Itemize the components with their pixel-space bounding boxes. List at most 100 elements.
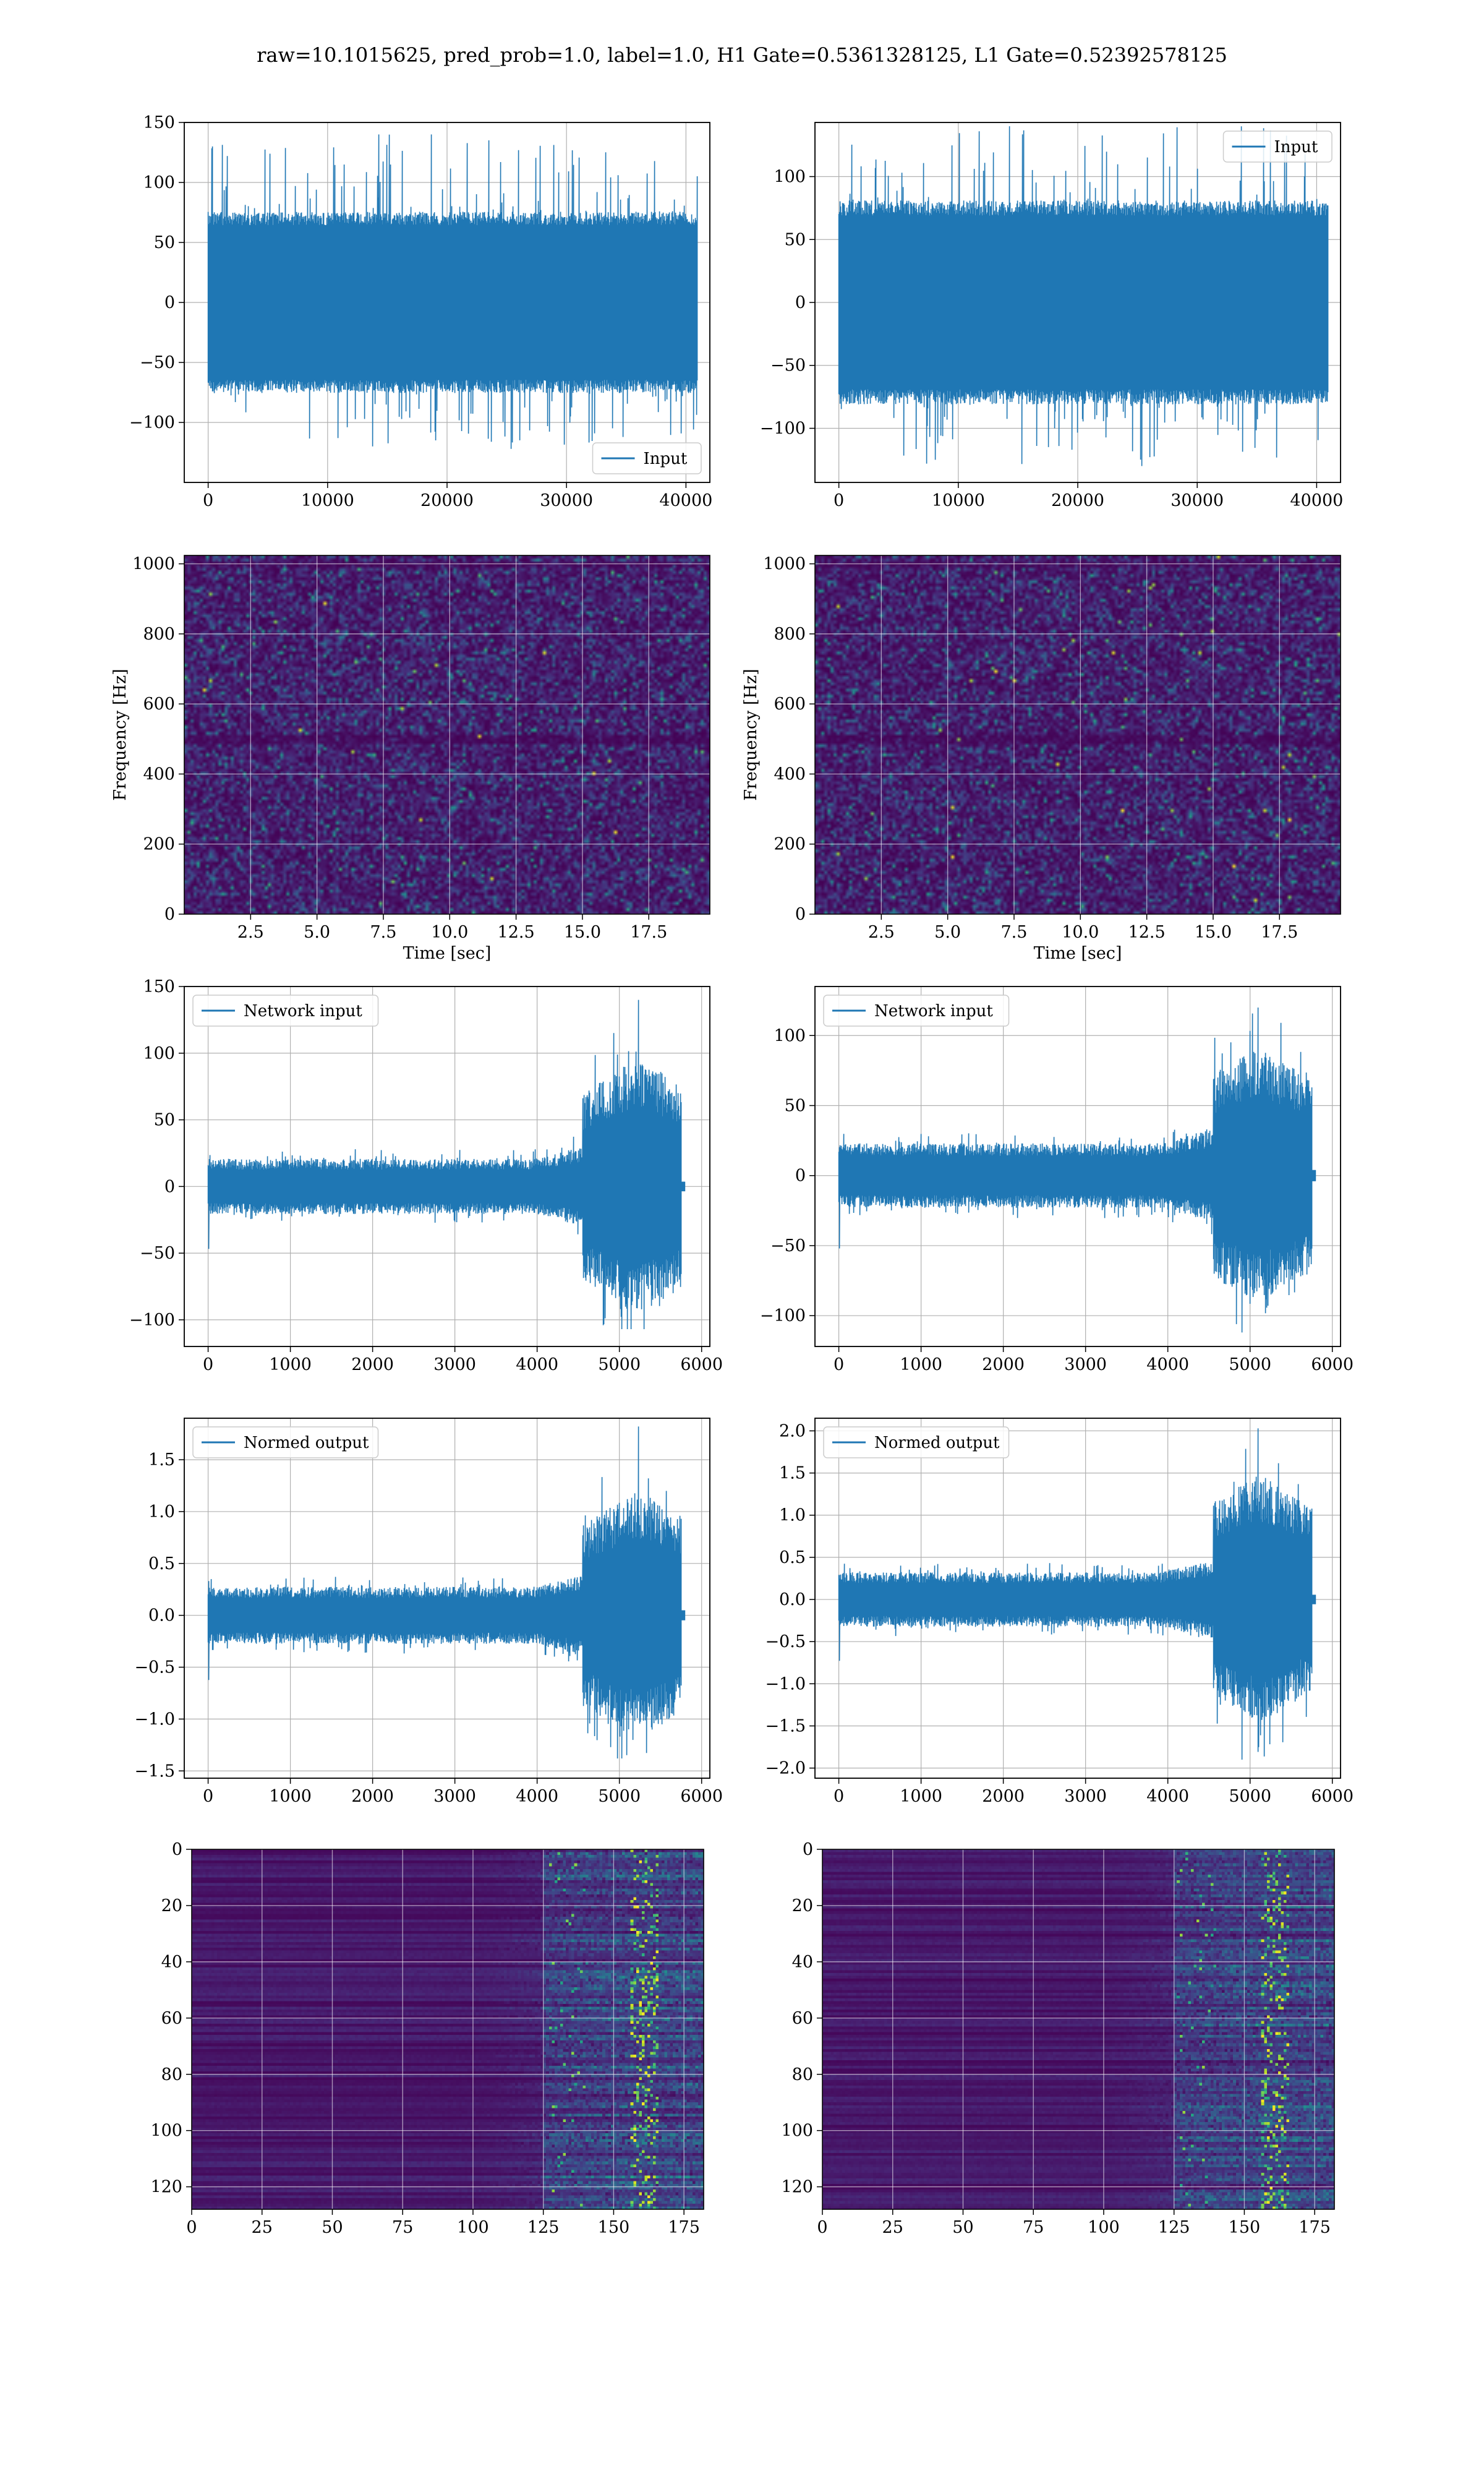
panel-5-ytick-label-3: 50 [154, 1111, 175, 1130]
panel-6-xtick-label-5: 5000 [1229, 1355, 1271, 1374]
panel-7-ticks: 0 1000 2000 3000 4000 5000 6000 −1.5 −1.0 −0.5 0.0… [134, 1450, 723, 1806]
panel-5-ytick-label-5: 150 [143, 977, 175, 996]
panel-6-ytick-label-0: −100 [760, 1306, 806, 1325]
panel-4-xtick-label-4: 12.5 [1128, 923, 1166, 942]
panel-1-ytick-label-0: −100 [129, 413, 175, 432]
panel-9-xtick-label-7: 175 [668, 2218, 700, 2237]
panel-6-ytick-label-1: −50 [770, 1236, 806, 1256]
panel-7-ytick-label-2: −0.5 [134, 1658, 175, 1677]
panel-9-activation-image [192, 1849, 704, 2209]
panel-6-ytick-label-4: 100 [774, 1026, 806, 1045]
panel-3-ytick-label-4: 800 [143, 625, 175, 644]
panel-8-xtick-label-0: 0 [834, 1787, 844, 1806]
panel-9-frame [191, 1849, 704, 2210]
panel-8: 0 1000 2000 3000 4000 5000 6000 −2.0 −1.5 −1.0 −0.… [765, 1418, 1354, 1806]
panel-8-ytick-label-1: −1.5 [765, 1716, 806, 1736]
panel-7-data [207, 1426, 686, 1759]
panel-4-spectrogram-image [815, 555, 1341, 914]
panel-3-ytick-label-5: 1000 [132, 555, 175, 574]
panel-5-legend: Network input [192, 995, 379, 1027]
panel-7-ytick-label-5: 1.0 [148, 1502, 175, 1522]
panel-8-xtick-label-6: 6000 [1311, 1787, 1354, 1806]
panel-6: 0 1000 2000 3000 4000 5000 6000 −100 −50 0 50 100 Ne… [760, 986, 1354, 1374]
panel-4-image-layer [815, 555, 1341, 914]
panel-8-frame-top [814, 1418, 1341, 1779]
panel-8-series-line [838, 1428, 1316, 1760]
panel-3-xlabel: Time [sec] [403, 944, 492, 963]
panel-2-xtick-label-3: 30000 [1171, 491, 1224, 510]
panel-4-ytick-label-4: 800 [774, 625, 806, 644]
panel-4-xtick-label-1: 5.0 [934, 923, 961, 942]
panel-4-xtick-label-6: 17.5 [1261, 923, 1298, 942]
panel-5-data [207, 999, 686, 1330]
panel-10-ytick-label-5: 100 [781, 2121, 813, 2141]
panel-6-ytick-label-3: 50 [785, 1096, 806, 1115]
panel-10-ytick-label-6: 120 [781, 2178, 813, 2197]
panel-7-xtick-label-2: 2000 [351, 1787, 394, 1806]
panel-6-legend-label: Network input [874, 1002, 993, 1021]
panel-5-frame-top [184, 986, 710, 1347]
panel-8-ytick-label-5: 0.5 [779, 1548, 806, 1567]
panel-6-xtick-label-3: 3000 [1064, 1355, 1107, 1374]
panel-10-xtick-label-0: 0 [817, 2218, 827, 2237]
panel-8-legend-label: Normed output [874, 1434, 1000, 1452]
panel-5-series-line [207, 999, 686, 1330]
panel-10-xtick-label-3: 75 [1023, 2218, 1044, 2237]
panel-8-data [838, 1428, 1316, 1760]
panel-2-legend: Input [1222, 131, 1333, 163]
panel-1-ytick-label-3: 50 [154, 233, 175, 252]
panel-8-ytick-label-2: −1.0 [765, 1674, 806, 1693]
panel-8-xtick-label-2: 2000 [982, 1787, 1025, 1806]
figure-title: raw=10.1015625, pred_prob=1.0, label=1.0… [257, 43, 1227, 67]
panel-3-ytick-label-0: 0 [164, 905, 175, 924]
panel-6-data [838, 1007, 1316, 1333]
panel-2-xtick-label-4: 40000 [1290, 491, 1343, 510]
panel-9-ytick-label-3: 60 [161, 2009, 182, 2028]
panel-1-data [207, 134, 698, 449]
panel-8-ytick-label-6: 1.0 [779, 1506, 806, 1525]
panel-7-series-line [207, 1426, 686, 1759]
panel-8-ytick-label-4: 0.0 [779, 1590, 806, 1609]
panel-7-ytick-label-4: 0.5 [148, 1554, 175, 1573]
panel-1-ytick-label-5: 150 [143, 113, 175, 132]
panel-5-xtick-label-1: 1000 [269, 1355, 312, 1374]
panel-3-xtick-label-0: 2.5 [237, 923, 264, 942]
panel-5-xtick-label-2: 2000 [351, 1355, 394, 1374]
panel-6-ytick-label-2: 0 [795, 1166, 806, 1186]
panel-3-xtick-label-1: 5.0 [304, 923, 330, 942]
panel-9: 0 25 50 75 100 125 150 175 0 20 40 60 80 100 120 [150, 1840, 704, 2237]
panel-7-legend-label: Normed output [244, 1434, 369, 1452]
panel-9-xtick-label-0: 0 [186, 2218, 197, 2237]
panel-5-ytick-label-2: 0 [164, 1177, 175, 1196]
panel-3-xtick-label-3: 10.0 [431, 923, 468, 942]
panel-4-ytick-label-0: 0 [795, 905, 806, 924]
panel-10-ticks: 0 25 50 75 100 125 150 175 0 20 40 60 80 100 120 [781, 1840, 1330, 2237]
panel-7-xtick-label-6: 6000 [680, 1787, 723, 1806]
panel-4-xtick-label-0: 2.5 [868, 923, 895, 942]
panel-2-ticks: 0 10000 20000 30000 40000 −100 −50 0 50 100 [760, 168, 1343, 510]
panel-6-xtick-label-2: 2000 [982, 1355, 1025, 1374]
panel-6-xtick-label-1: 1000 [900, 1355, 942, 1374]
panel-3: 2.5 5.0 7.5 10.0 12.5 15.0 17.5 0 200 400 600 800 10… [111, 555, 710, 963]
panel-1-ytick-label-4: 100 [143, 173, 175, 192]
panel-8-ytick-label-3: −0.5 [765, 1632, 806, 1651]
panel-6-xtick-label-4: 4000 [1146, 1355, 1189, 1374]
panel-3-xtick-label-6: 17.5 [630, 923, 667, 942]
panel-1: 0 10000 20000 30000 40000 −100 −50 0 50 100 150 Inp… [129, 113, 712, 510]
panel-3-xtick-label-2: 7.5 [370, 923, 396, 942]
panel-2-data [838, 126, 1329, 466]
panel-4-ticks: 2.5 5.0 7.5 10.0 12.5 15.0 17.5 0 200 400 600 800 10… [763, 555, 1298, 942]
panel-2-legend-box [1222, 131, 1333, 163]
panel-5-ytick-label-1: −50 [140, 1244, 175, 1263]
panel-2-xtick-label-2: 20000 [1051, 491, 1104, 510]
panel-6-legend: Network input [823, 995, 1010, 1027]
panel-4-frame [814, 555, 1341, 915]
panel-2-legend-label: Input [1274, 138, 1318, 156]
panel-4-xtick-label-5: 15.0 [1195, 923, 1232, 942]
panel-3-ytick-label-1: 200 [143, 835, 175, 854]
panel-6-ticks: 0 1000 2000 3000 4000 5000 6000 −100 −50 0 50 100 [760, 1026, 1354, 1374]
panel-8-legend-box [823, 1426, 1010, 1458]
panel-9-xtick-label-5: 125 [527, 2218, 560, 2237]
panel-2-series-line [838, 126, 1329, 466]
panel-10-xtick-label-1: 25 [882, 2218, 903, 2237]
